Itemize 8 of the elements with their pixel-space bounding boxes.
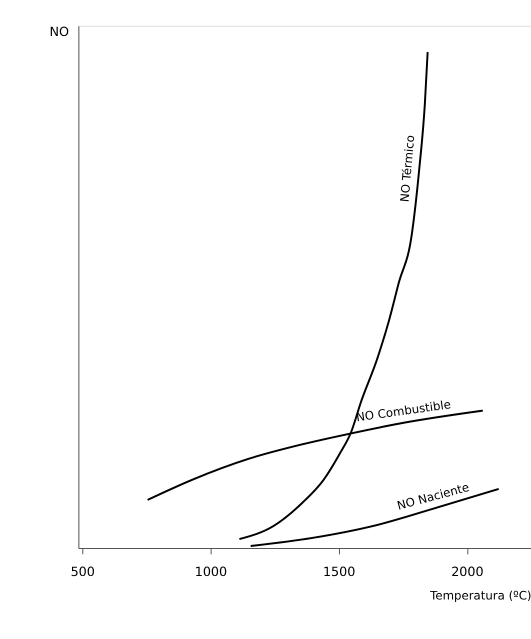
x-tick-label: 2000	[451, 564, 484, 580]
text: NO Naciente	[396, 480, 471, 513]
x-tick-label: 500	[70, 564, 95, 580]
x-axis-title: Temperatura (ºC)	[429, 588, 531, 602]
x-tick-label: 1500	[322, 564, 356, 580]
y-axis-title: NO	[50, 25, 70, 40]
x-tick-label: 1000	[194, 564, 228, 580]
text: NO Térmico	[397, 134, 418, 203]
